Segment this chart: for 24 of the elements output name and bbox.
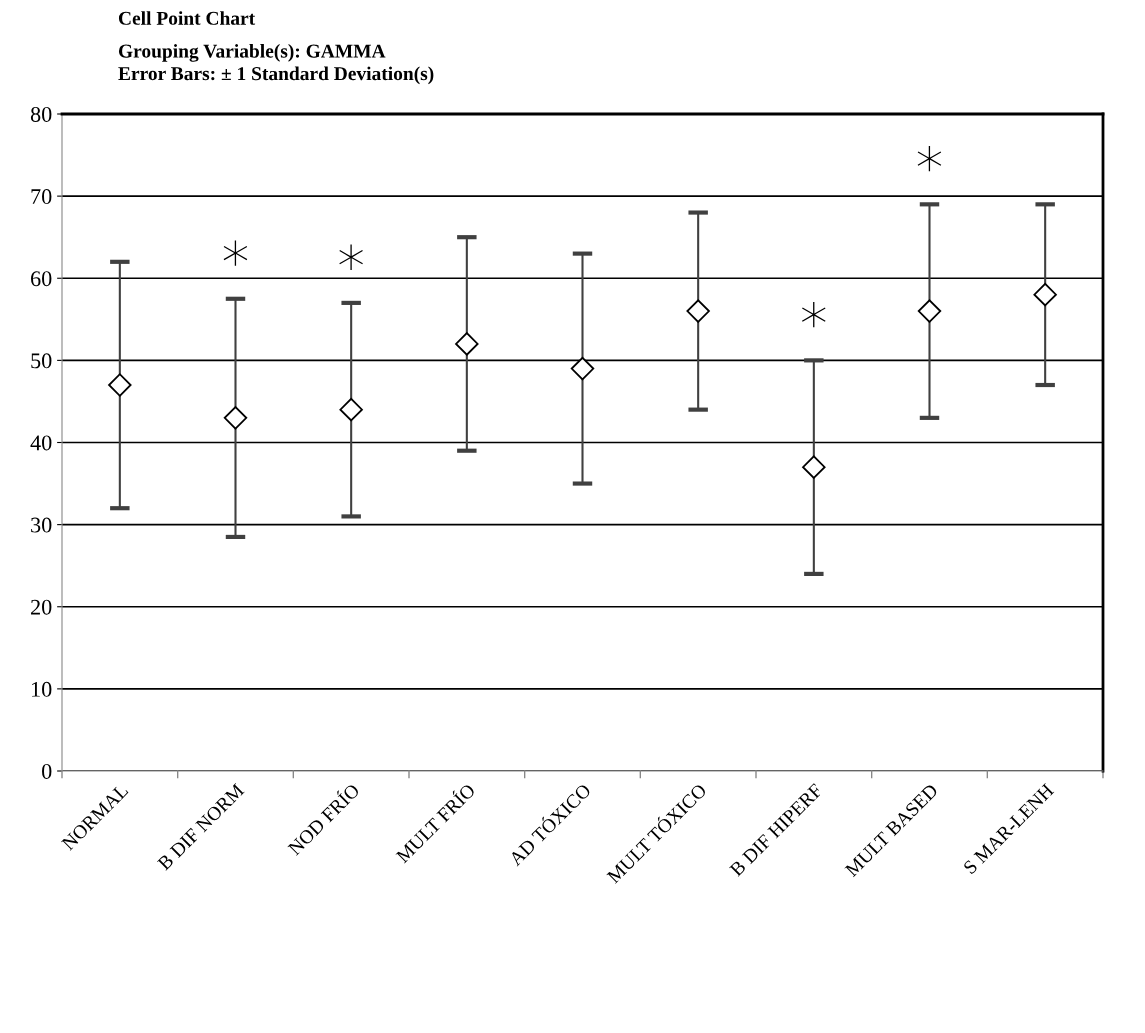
y-tick-label: 40 xyxy=(30,435,52,451)
y-tick-label: 20 xyxy=(31,599,52,615)
point xyxy=(455,332,479,356)
point xyxy=(223,406,248,430)
chart-title: Cell Point Chart xyxy=(118,11,256,25)
point xyxy=(1033,282,1057,307)
y-tick-label: 80 xyxy=(30,106,52,122)
point xyxy=(802,455,826,479)
y-tick-label: 30 xyxy=(31,517,52,533)
y-tick-label: 10 xyxy=(32,681,52,697)
point xyxy=(570,356,595,381)
point xyxy=(686,299,710,323)
point xyxy=(108,373,132,397)
chart-subtitle: Grouping Variable(s): GAMMA Error Bars: ± 1 Standard Deviation(s) xyxy=(118,44,434,85)
y-tick-label: 0 xyxy=(42,763,52,779)
annotation: * xyxy=(339,244,363,270)
annotation: * xyxy=(223,240,248,266)
annotation: * xyxy=(801,302,826,328)
y-tick-label: 70 xyxy=(31,189,52,205)
y-tick-label: 60 xyxy=(31,271,52,287)
point xyxy=(917,299,942,323)
annotation: * xyxy=(917,146,942,172)
y-tick-label: 50 xyxy=(31,353,52,369)
point xyxy=(339,397,363,422)
